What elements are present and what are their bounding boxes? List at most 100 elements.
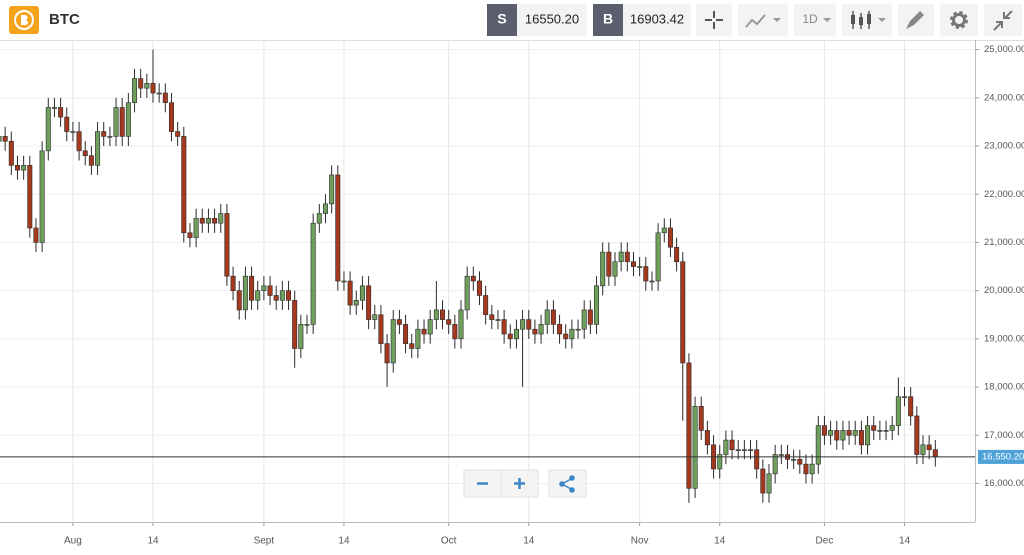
candle-style-button[interactable] [842,4,892,36]
y-tick-label: 24,000.00 [984,92,1024,103]
sell-label: S [497,11,506,27]
zoom-in-button[interactable] [500,469,539,498]
sell-button[interactable] [487,4,517,36]
candle-body [8,140,14,166]
candle-body [846,430,852,436]
buy-button[interactable] [593,4,623,36]
candle-body [575,328,581,331]
candle-body [310,222,316,325]
candle-body [803,463,809,475]
candle-body [748,449,754,452]
candle-body [889,425,895,431]
candle-body [655,232,661,282]
candle-body [840,430,846,441]
candle-body [821,425,827,436]
button-bg [984,4,1022,36]
x-tick-label: Nov [631,536,649,547]
candle-body [717,454,723,470]
share-dot [569,487,575,493]
sell-price-box[interactable] [517,4,587,36]
candle-body [569,328,575,340]
candle-body [637,266,643,268]
y-tick-label: 20,000.00 [984,285,1024,296]
chart-type-button[interactable] [738,4,788,36]
candle-body [212,218,218,224]
candle-body [138,78,144,89]
plus-icon [514,478,525,489]
crosshair-button[interactable] [696,4,732,36]
candle-body [643,266,649,282]
candle-body [686,362,692,489]
button-bg [940,4,978,36]
candle-body [815,425,821,465]
x-tick-label: Dec [816,536,834,547]
candle-body [741,449,747,452]
candle-body [261,285,267,291]
candle-body [292,299,298,349]
candle-body [932,449,938,458]
buy-price: 16903.42 [630,11,684,26]
candle-body [723,439,729,455]
candle-body [45,107,51,152]
settings-button[interactable] [940,4,978,36]
candle-body [403,324,409,344]
candle-body [304,324,310,326]
candle-body [809,463,815,475]
candle-body [692,406,698,489]
candle-body [532,328,538,335]
candle-body [624,251,630,263]
candle-body [150,83,156,94]
dropdown-arrow [878,18,886,22]
candle-body [883,430,889,432]
zoom-out-button[interactable] [463,469,502,498]
candle-body [772,454,778,475]
candle-body [409,343,415,349]
candle-body [341,280,347,283]
candle-body [458,309,464,340]
candle-body [778,454,784,456]
y-tick-label: 25,000.00 [984,44,1024,55]
chart-type-icon [745,14,766,28]
candle-body [396,319,402,325]
crosshair-icon [705,11,723,29]
candle-body [902,396,908,398]
buy-price-box[interactable] [623,4,691,36]
symbol: BTC [49,11,80,28]
dropdown-arrow [773,18,781,22]
candle-body [649,280,655,283]
x-tick-label: 14 [523,536,535,547]
candle-body [175,131,181,137]
candle-body [865,425,871,446]
draw-icon [906,11,924,29]
candle-body [88,155,94,166]
candle-body [366,285,372,320]
share-button[interactable] [548,469,587,498]
interval-button[interactable]: 1D [794,4,836,36]
candle-body [0,136,2,142]
candle-body [563,333,569,340]
gear-icon [952,13,966,27]
candle-body [279,290,285,301]
candle-body [347,280,353,306]
candle-body [594,285,600,325]
candle-body [446,319,452,325]
candle-body [557,324,563,335]
candle-body [520,319,526,330]
share-dot [569,475,575,481]
y-tick-label: 21,000.00 [984,237,1024,248]
candle-body [544,309,550,325]
candle-body [329,174,335,205]
button-bg [463,469,502,498]
button-bg [696,4,732,36]
collapse-button[interactable] [984,4,1022,36]
button-bg [548,469,587,498]
candle-body [218,213,224,224]
candle-body [587,309,593,325]
candle-body [95,131,101,166]
draw-button[interactable] [898,4,934,36]
candle-body [729,439,735,450]
candle-body [125,102,131,137]
candle-body [107,136,113,138]
candle-body [526,319,532,330]
